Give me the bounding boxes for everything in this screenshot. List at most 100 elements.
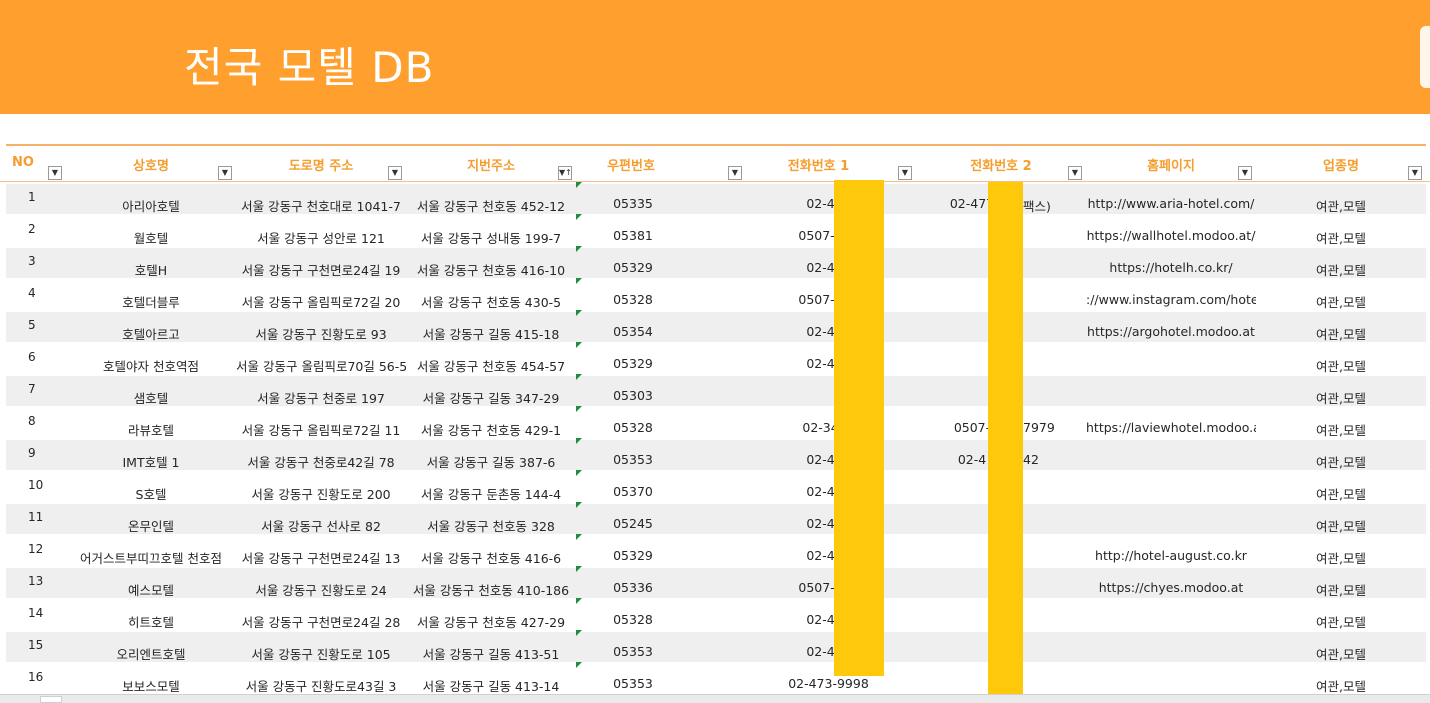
filter-dropdown-icon[interactable]: ▼ bbox=[1408, 166, 1422, 180]
cell-tel2b[interactable] bbox=[1023, 630, 1063, 662]
cell-type[interactable]: 여관,모텔 bbox=[1256, 438, 1426, 470]
cell-tel1[interactable]: 02-470 bbox=[746, 534, 916, 566]
cell-road[interactable]: 서울 강동구 진황도로 200 bbox=[236, 470, 406, 502]
cell-home[interactable]: https://chyes.modoo.at bbox=[1086, 566, 1256, 598]
cell-zip[interactable]: 05353 bbox=[576, 438, 746, 470]
cell-zip[interactable]: 05370 bbox=[576, 470, 746, 502]
cell-road[interactable]: 서울 강동구 선사로 82 bbox=[236, 502, 406, 534]
cell-name[interactable]: 온무인텔 bbox=[66, 502, 236, 534]
cell-home[interactable] bbox=[1086, 630, 1256, 662]
cell-no[interactable]: 1 bbox=[0, 182, 66, 214]
cell-jibun[interactable]: 서울 강동구 길동 387-6 bbox=[406, 438, 576, 470]
cell-home[interactable]: https://laviewhotel.modoo.at bbox=[1086, 406, 1256, 438]
cell-name[interactable]: 히트호텔 bbox=[66, 598, 236, 630]
cell-tel1[interactable]: 0507-132 bbox=[746, 278, 916, 310]
side-panel-tab[interactable] bbox=[1420, 26, 1430, 88]
cell-tel2b[interactable] bbox=[1023, 662, 1063, 694]
cell-tel2b[interactable] bbox=[1023, 214, 1063, 246]
cell-tel1[interactable]: 0507-133 bbox=[746, 214, 916, 246]
cell-name[interactable]: 호텔더블루 bbox=[66, 278, 236, 310]
cell-tel2[interactable]: 02-4 bbox=[916, 438, 1016, 470]
filter-dropdown-icon[interactable]: ▼ bbox=[388, 166, 402, 180]
cell-jibun[interactable]: 서울 강동구 천호동 416-6 bbox=[406, 534, 576, 566]
cell-jibun[interactable]: 서울 강동구 천호동 429-1 bbox=[406, 406, 576, 438]
cell-zip[interactable]: 05335 bbox=[576, 182, 746, 214]
cell-road[interactable]: 서울 강동구 올림픽로70길 56-5 bbox=[236, 342, 406, 374]
cell-no[interactable]: 9 bbox=[0, 438, 66, 470]
cell-tel2b[interactable] bbox=[1023, 278, 1063, 310]
filter-sort-icon[interactable]: ▼↑ bbox=[558, 166, 572, 180]
cell-name[interactable]: IMT호텔 1 bbox=[66, 438, 236, 470]
cell-home[interactable]: https://hotelh.co.kr/ bbox=[1086, 246, 1256, 278]
cell-road[interactable]: 서울 강동구 올림픽로72길 20 bbox=[236, 278, 406, 310]
cell-road[interactable]: 서울 강동구 구천면로24길 28 bbox=[236, 598, 406, 630]
cell-tel2[interactable]: 0507- bbox=[916, 406, 1016, 438]
cell-zip[interactable]: 05328 bbox=[576, 406, 746, 438]
cell-tel1[interactable]: 02-482 bbox=[746, 470, 916, 502]
cell-tel1[interactable]: 02-474 bbox=[746, 598, 916, 630]
cell-road[interactable]: 서울 강동구 진황도로 105 bbox=[236, 630, 406, 662]
cell-name[interactable]: 예스모텔 bbox=[66, 566, 236, 598]
cell-no[interactable]: 3 bbox=[0, 246, 66, 278]
cell-type[interactable]: 여관,모텔 bbox=[1256, 630, 1426, 662]
cell-home[interactable] bbox=[1086, 662, 1256, 694]
cell-tel2b[interactable] bbox=[1023, 246, 1063, 278]
cell-name[interactable]: 라뷰호텔 bbox=[66, 406, 236, 438]
cell-tel2b[interactable] bbox=[1023, 342, 1063, 374]
cell-tel1[interactable]: 0507-143 bbox=[746, 566, 916, 598]
cell-home[interactable]: https://wallhotel.modoo.at/ bbox=[1086, 214, 1256, 246]
cell-zip[interactable]: 05354 bbox=[576, 310, 746, 342]
cell-type[interactable]: 여관,모텔 bbox=[1256, 182, 1426, 214]
cell-no[interactable]: 6 bbox=[0, 342, 66, 374]
cell-no[interactable]: 2 bbox=[0, 214, 66, 246]
cell-no[interactable]: 4 bbox=[0, 278, 66, 310]
cell-road[interactable]: 서울 강동구 천중로 197 bbox=[236, 374, 406, 406]
cell-tel2b[interactable]: 팩스) bbox=[1023, 182, 1063, 214]
cell-road[interactable]: 서울 강동구 구천면로24길 13 bbox=[236, 534, 406, 566]
cell-road[interactable]: 서울 강동구 진황도로43길 3 bbox=[236, 662, 406, 694]
cell-type[interactable]: 여관,모텔 bbox=[1256, 310, 1426, 342]
filter-dropdown-icon[interactable]: ▼ bbox=[728, 166, 742, 180]
cell-jibun[interactable]: 서울 강동구 천호동 452-12 bbox=[406, 182, 576, 214]
cell-tel2b[interactable]: 7979 bbox=[1023, 406, 1063, 438]
cell-tel2b[interactable] bbox=[1023, 374, 1063, 406]
cell-zip[interactable]: 05329 bbox=[576, 342, 746, 374]
cell-zip[interactable]: 05336 bbox=[576, 566, 746, 598]
cell-tel2b[interactable]: 42 bbox=[1023, 438, 1063, 470]
cell-zip[interactable]: 05328 bbox=[576, 598, 746, 630]
cell-no[interactable]: 10 bbox=[0, 470, 66, 502]
cell-tel1[interactable]: 02-473 bbox=[746, 630, 916, 662]
cell-name[interactable]: 오리엔트호텔 bbox=[66, 630, 236, 662]
cell-zip[interactable]: 05329 bbox=[576, 534, 746, 566]
cell-name[interactable]: 호텔H bbox=[66, 246, 236, 278]
cell-name[interactable]: 보보스모텔 bbox=[66, 662, 236, 694]
cell-road[interactable]: 서울 강동구 진황도로 24 bbox=[236, 566, 406, 598]
cell-no[interactable]: 16 bbox=[0, 662, 66, 694]
cell-home[interactable]: ://www.instagram.com/hotelth bbox=[1086, 278, 1256, 310]
cell-tel2[interactable]: 02-477 bbox=[916, 182, 1016, 214]
cell-zip[interactable]: 05245 bbox=[576, 502, 746, 534]
cell-home[interactable] bbox=[1086, 502, 1256, 534]
scrollbar-thumb[interactable] bbox=[40, 696, 62, 703]
cell-jibun[interactable]: 서울 강동구 천호동 416-10 bbox=[406, 246, 576, 278]
cell-no[interactable]: 12 bbox=[0, 534, 66, 566]
cell-zip[interactable]: 05329 bbox=[576, 246, 746, 278]
cell-no[interactable]: 11 bbox=[0, 502, 66, 534]
cell-tel1[interactable]: 02-478 bbox=[746, 342, 916, 374]
cell-tel1[interactable]: 02-476 bbox=[746, 246, 916, 278]
cell-tel2b[interactable] bbox=[1023, 534, 1063, 566]
cell-type[interactable]: 여관,모텔 bbox=[1256, 278, 1426, 310]
cell-zip[interactable]: 05328 bbox=[576, 278, 746, 310]
cell-home[interactable]: https://argohotel.modoo.at bbox=[1086, 310, 1256, 342]
cell-type[interactable]: 여관,모텔 bbox=[1256, 598, 1426, 630]
cell-road[interactable]: 서울 강동구 천중로42길 78 bbox=[236, 438, 406, 470]
cell-road[interactable]: 서울 강동구 진황도로 93 bbox=[236, 310, 406, 342]
cell-home[interactable] bbox=[1086, 374, 1256, 406]
cell-jibun[interactable]: 서울 강동구 둔촌동 144-4 bbox=[406, 470, 576, 502]
cell-type[interactable]: 여관,모텔 bbox=[1256, 342, 1426, 374]
cell-jibun[interactable]: 서울 강동구 천호동 328 bbox=[406, 502, 576, 534]
cell-type[interactable]: 여관,모텔 bbox=[1256, 246, 1426, 278]
cell-type[interactable]: 여관,모텔 bbox=[1256, 470, 1426, 502]
cell-name[interactable]: 샘호텔 bbox=[66, 374, 236, 406]
cell-name[interactable]: 아리아호텔 bbox=[66, 182, 236, 214]
